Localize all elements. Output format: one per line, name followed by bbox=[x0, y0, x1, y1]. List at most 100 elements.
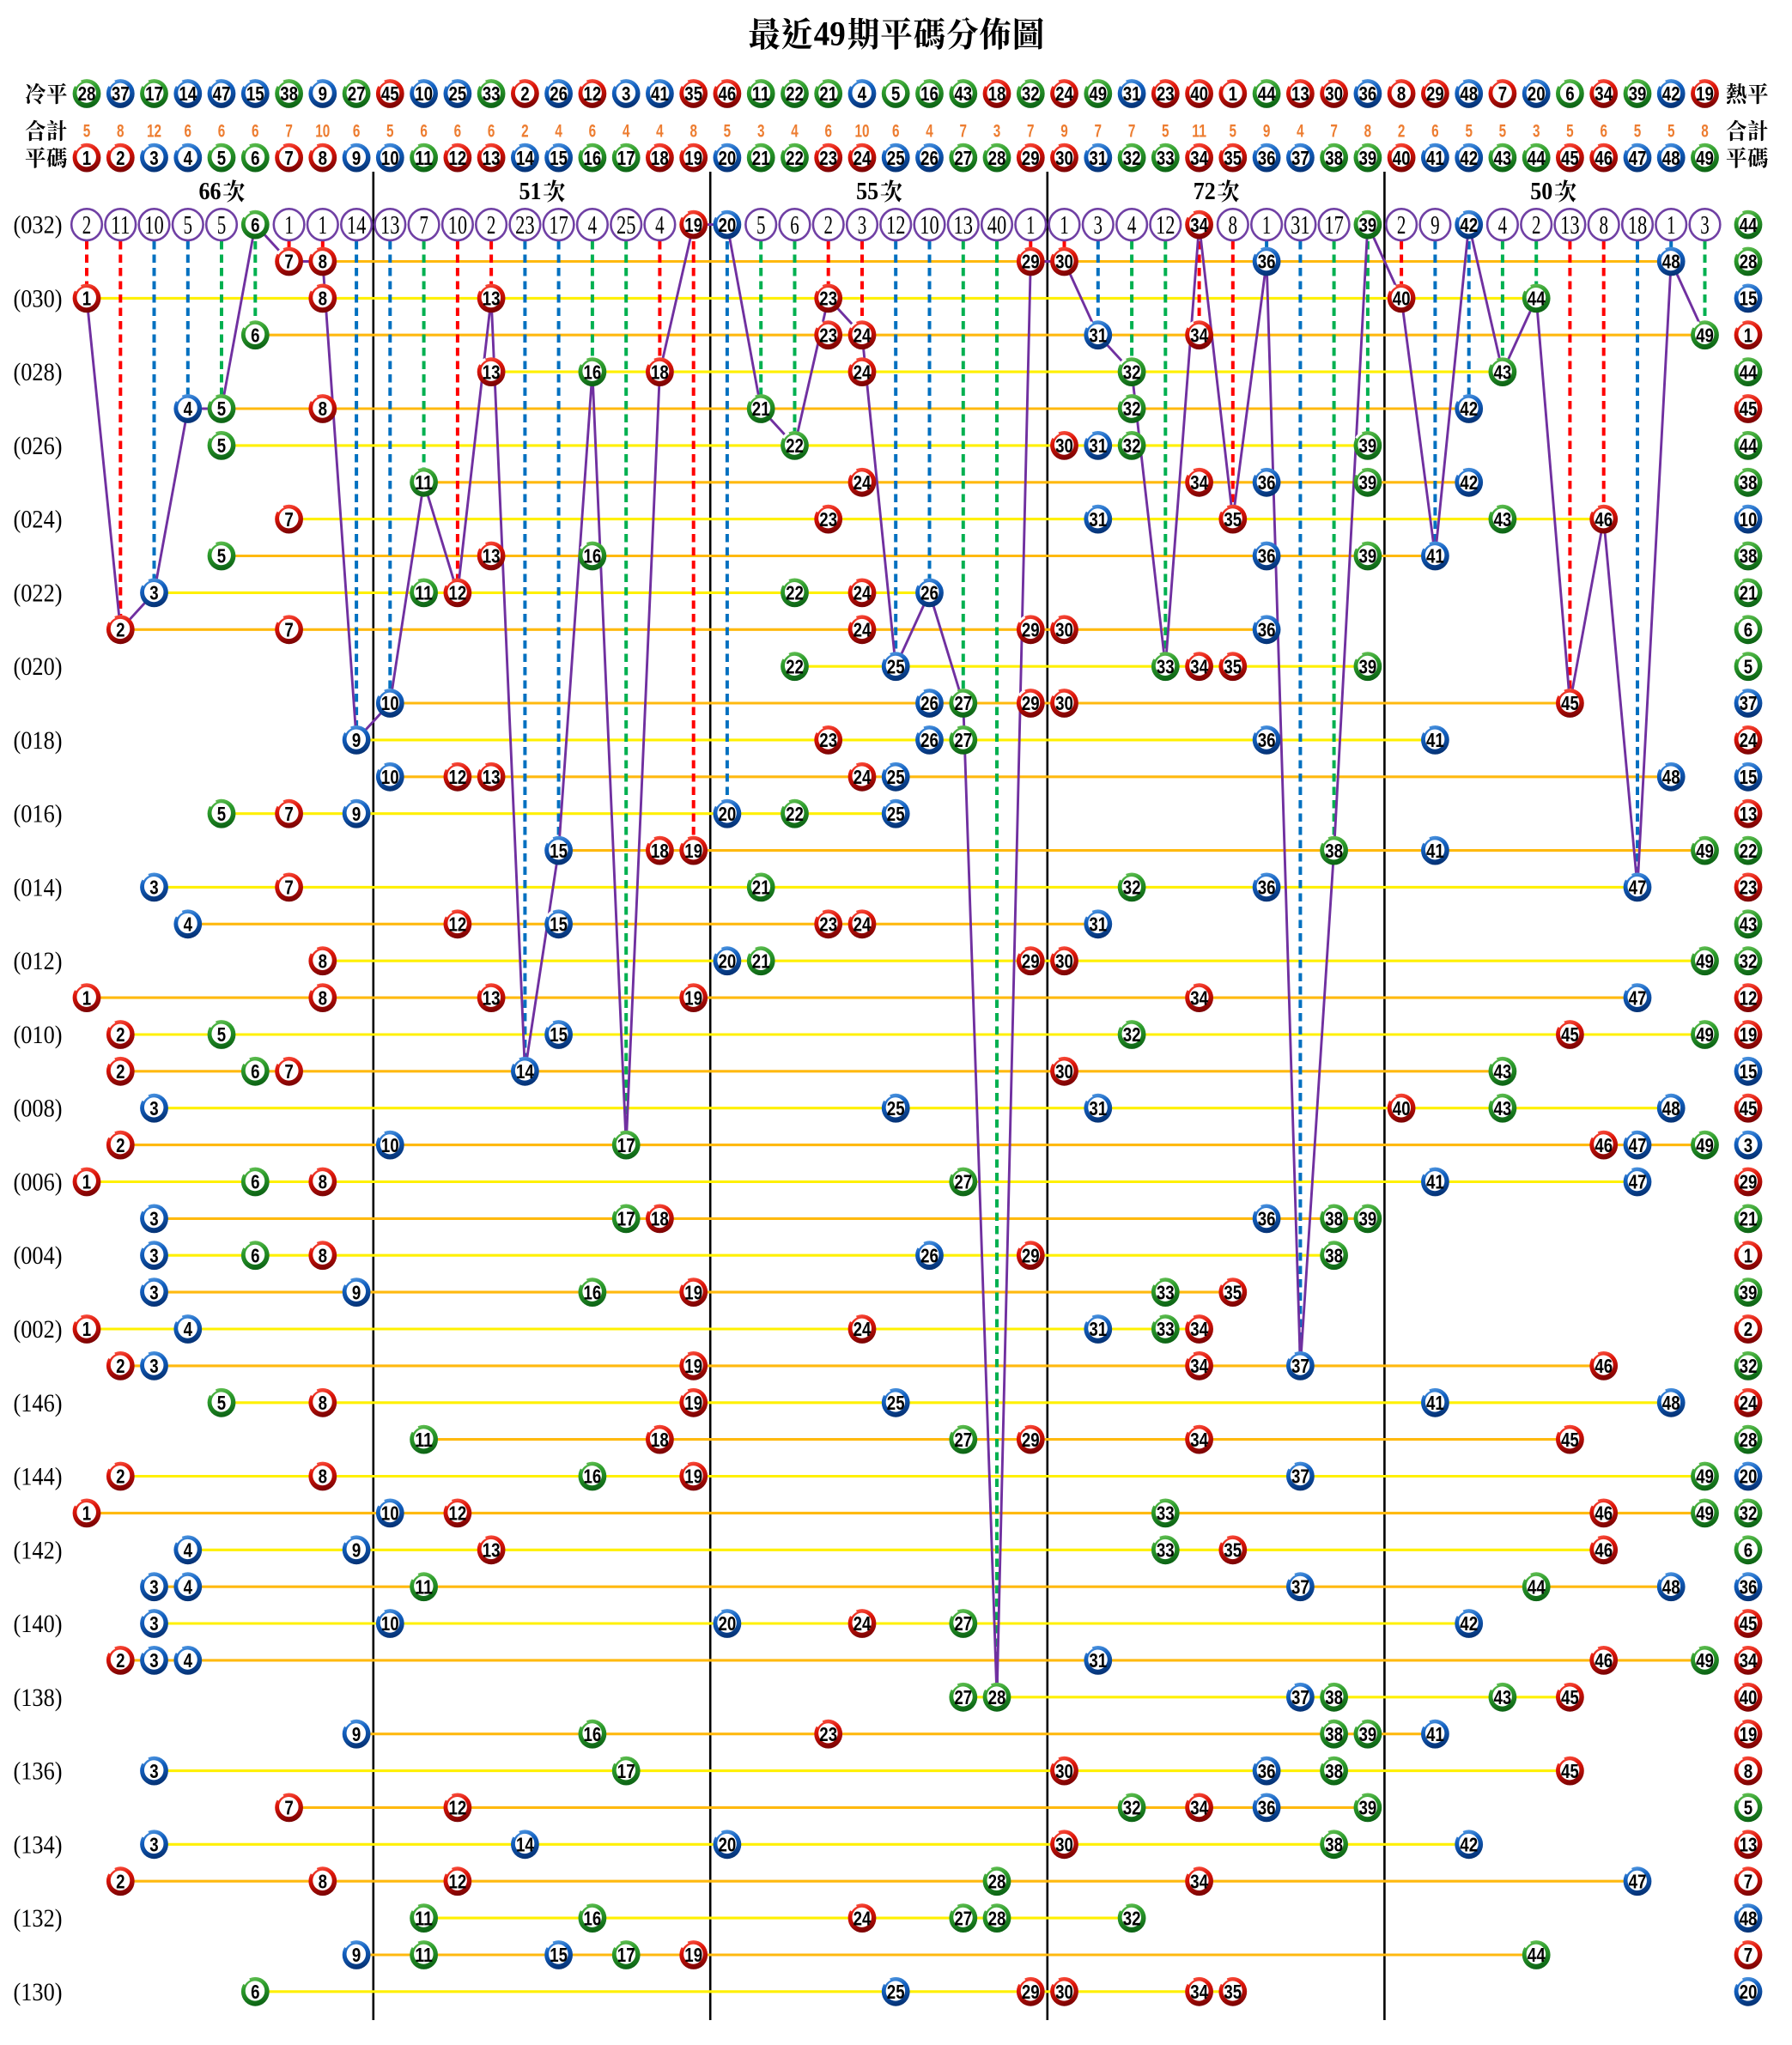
svg-text:19: 19 bbox=[684, 1465, 702, 1488]
svg-text:4: 4 bbox=[184, 1318, 193, 1340]
svg-text:32: 32 bbox=[1740, 950, 1758, 972]
svg-text:7: 7 bbox=[1330, 122, 1338, 142]
svg-text:40: 40 bbox=[1393, 288, 1411, 310]
svg-text:(012): (012) bbox=[14, 947, 63, 975]
svg-text:1: 1 bbox=[1744, 1244, 1753, 1266]
svg-text:48: 48 bbox=[1662, 147, 1680, 169]
svg-text:10: 10 bbox=[381, 766, 399, 788]
svg-text:3: 3 bbox=[149, 1575, 158, 1598]
svg-text:4: 4 bbox=[184, 1575, 193, 1598]
svg-text:9: 9 bbox=[352, 147, 361, 169]
svg-text:5: 5 bbox=[217, 147, 227, 169]
svg-text:39: 39 bbox=[1359, 434, 1377, 457]
svg-text:28: 28 bbox=[988, 1686, 1006, 1708]
svg-text:7: 7 bbox=[284, 147, 293, 169]
svg-text:26: 26 bbox=[920, 147, 939, 169]
svg-text:4: 4 bbox=[623, 122, 630, 142]
svg-text:5: 5 bbox=[1634, 122, 1642, 142]
svg-text:48: 48 bbox=[1662, 1097, 1680, 1120]
svg-text:39: 39 bbox=[1359, 1797, 1377, 1819]
svg-text:2: 2 bbox=[1397, 209, 1406, 240]
svg-text:2: 2 bbox=[521, 122, 529, 142]
svg-text:45: 45 bbox=[1561, 1760, 1579, 1782]
svg-text:1: 1 bbox=[82, 288, 92, 310]
svg-text:34: 34 bbox=[1190, 1797, 1208, 1819]
svg-text:20: 20 bbox=[719, 147, 737, 169]
svg-text:1: 1 bbox=[82, 147, 92, 169]
svg-text:16: 16 bbox=[584, 1281, 602, 1303]
svg-text:36: 36 bbox=[1258, 729, 1276, 751]
svg-text:6: 6 bbox=[1600, 122, 1607, 142]
svg-text:36: 36 bbox=[1740, 1575, 1758, 1598]
svg-text:36: 36 bbox=[1258, 877, 1276, 899]
svg-text:7: 7 bbox=[285, 122, 293, 142]
svg-text:45: 45 bbox=[1561, 1429, 1579, 1451]
svg-text:27: 27 bbox=[954, 1429, 972, 1451]
svg-text:48: 48 bbox=[1662, 1575, 1680, 1598]
svg-text:7: 7 bbox=[284, 1060, 293, 1083]
svg-text:16: 16 bbox=[584, 361, 602, 383]
svg-text:49: 49 bbox=[1696, 1134, 1714, 1156]
svg-text:37: 37 bbox=[1740, 692, 1758, 714]
svg-text:11: 11 bbox=[415, 582, 433, 604]
svg-text:33: 33 bbox=[1157, 1539, 1175, 1562]
svg-text:15: 15 bbox=[550, 1944, 568, 1966]
svg-text:1: 1 bbox=[1060, 209, 1069, 240]
svg-text:16: 16 bbox=[584, 1465, 602, 1488]
svg-text:13: 13 bbox=[1560, 209, 1580, 240]
svg-text:21: 21 bbox=[752, 877, 770, 899]
svg-text:8: 8 bbox=[1364, 122, 1372, 142]
svg-text:49: 49 bbox=[1696, 147, 1714, 169]
svg-text:3: 3 bbox=[1094, 209, 1103, 240]
svg-text:17: 17 bbox=[145, 82, 163, 105]
svg-text:29: 29 bbox=[1022, 950, 1040, 972]
svg-text:21: 21 bbox=[1740, 582, 1758, 604]
svg-text:45: 45 bbox=[1561, 147, 1579, 169]
svg-text:9: 9 bbox=[1263, 122, 1271, 142]
svg-text:20: 20 bbox=[719, 1834, 737, 1856]
svg-text:4: 4 bbox=[184, 397, 193, 420]
svg-text:44: 44 bbox=[1528, 288, 1546, 310]
svg-text:20: 20 bbox=[719, 950, 737, 972]
svg-text:5: 5 bbox=[1162, 122, 1169, 142]
svg-text:8: 8 bbox=[1397, 82, 1406, 105]
svg-text:12: 12 bbox=[147, 122, 161, 142]
svg-text:18: 18 bbox=[988, 82, 1006, 105]
svg-text:42: 42 bbox=[1460, 214, 1478, 236]
svg-text:(130): (130) bbox=[14, 1978, 63, 2006]
svg-text:2: 2 bbox=[520, 82, 529, 105]
svg-text:20: 20 bbox=[719, 214, 737, 236]
svg-text:10: 10 bbox=[381, 1502, 399, 1525]
svg-text:37: 37 bbox=[1291, 1465, 1309, 1488]
svg-text:17: 17 bbox=[549, 209, 568, 240]
svg-text:22: 22 bbox=[786, 803, 804, 825]
svg-text:33: 33 bbox=[483, 82, 501, 105]
svg-text:31: 31 bbox=[1089, 508, 1107, 531]
svg-text:(132): (132) bbox=[14, 1904, 63, 1933]
svg-text:5: 5 bbox=[756, 209, 766, 240]
svg-text:29: 29 bbox=[1022, 251, 1040, 273]
svg-text:21: 21 bbox=[1740, 1208, 1758, 1230]
svg-text:(020): (020) bbox=[14, 652, 63, 681]
svg-text:38: 38 bbox=[1325, 1834, 1343, 1856]
svg-text:47: 47 bbox=[1629, 877, 1647, 899]
svg-text:24: 24 bbox=[1740, 1392, 1758, 1414]
svg-text:29: 29 bbox=[1022, 1429, 1040, 1451]
svg-text:12: 12 bbox=[886, 209, 906, 240]
svg-text:39: 39 bbox=[1629, 82, 1647, 105]
svg-text:36: 36 bbox=[1258, 251, 1276, 273]
svg-text:6: 6 bbox=[488, 122, 495, 142]
svg-text:(016): (016) bbox=[14, 800, 63, 828]
svg-text:45: 45 bbox=[1740, 1097, 1758, 1120]
svg-text:43: 43 bbox=[1494, 1686, 1512, 1708]
svg-text:4: 4 bbox=[184, 1649, 193, 1672]
svg-text:26: 26 bbox=[920, 692, 939, 714]
svg-text:8: 8 bbox=[319, 986, 328, 1009]
svg-text:29: 29 bbox=[1022, 619, 1040, 641]
svg-text:36: 36 bbox=[1258, 471, 1276, 494]
svg-text:40: 40 bbox=[1190, 82, 1208, 105]
svg-text:(018): (018) bbox=[14, 726, 63, 755]
svg-text:25: 25 bbox=[887, 1392, 905, 1414]
svg-text:47: 47 bbox=[213, 82, 231, 105]
svg-text:25: 25 bbox=[617, 209, 636, 240]
